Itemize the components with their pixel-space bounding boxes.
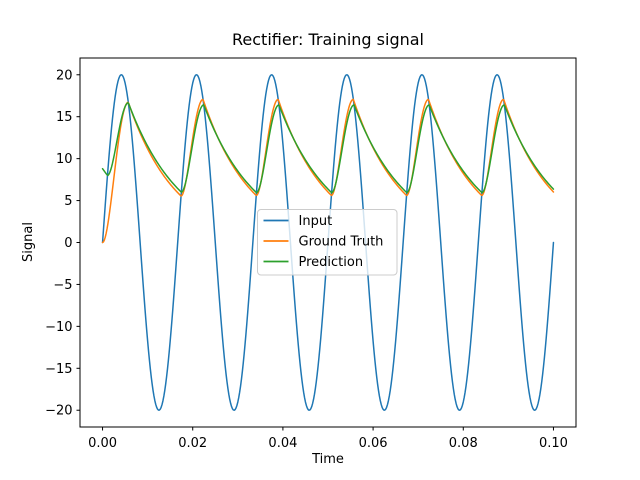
legend: Input Ground Truth Prediction: [257, 209, 398, 276]
prediction-line: [101, 102, 555, 194]
x-axis-ticks: 0.00 0.02 0.04 0.06 0.08 0.10: [88, 427, 568, 451]
legend-label-ground-truth: Ground Truth: [299, 235, 384, 250]
y-tick-label: −20: [45, 404, 72, 419]
y-axis-ticks: −20 −15 −10 −5 0 5 10 15 20: [45, 68, 80, 419]
y-tick-label: −10: [45, 320, 72, 335]
legend-entry-prediction: Prediction: [263, 255, 364, 270]
x-tick-label: 0.06: [359, 436, 388, 451]
legend-entry-input: Input: [263, 214, 333, 229]
y-axis-label: Signal: [21, 222, 36, 262]
x-tick-label: 0.04: [268, 436, 297, 451]
y-tick-label: 5: [64, 194, 72, 209]
legend-frame: [257, 209, 398, 276]
y-tick-label: 20: [56, 68, 73, 83]
x-tick-label: 0.10: [539, 436, 568, 451]
x-tick-label: 0.08: [449, 436, 478, 451]
y-tick-label: 15: [56, 110, 73, 125]
legend-label-input: Input: [299, 214, 333, 229]
ground-truth-line: [101, 98, 555, 244]
y-tick-label: 0: [64, 236, 72, 251]
y-tick-label: −5: [53, 278, 72, 293]
legend-entry-ground-truth: Ground Truth: [263, 235, 384, 250]
x-axis-label: Time: [311, 452, 344, 467]
y-tick-label: −15: [45, 362, 72, 377]
y-tick-label: 10: [56, 152, 73, 167]
x-tick-label: 0.00: [88, 436, 117, 451]
legend-label-prediction: Prediction: [299, 255, 364, 270]
chart-title: Rectifier: Training signal: [232, 30, 424, 49]
x-tick-label: 0.02: [178, 436, 207, 451]
